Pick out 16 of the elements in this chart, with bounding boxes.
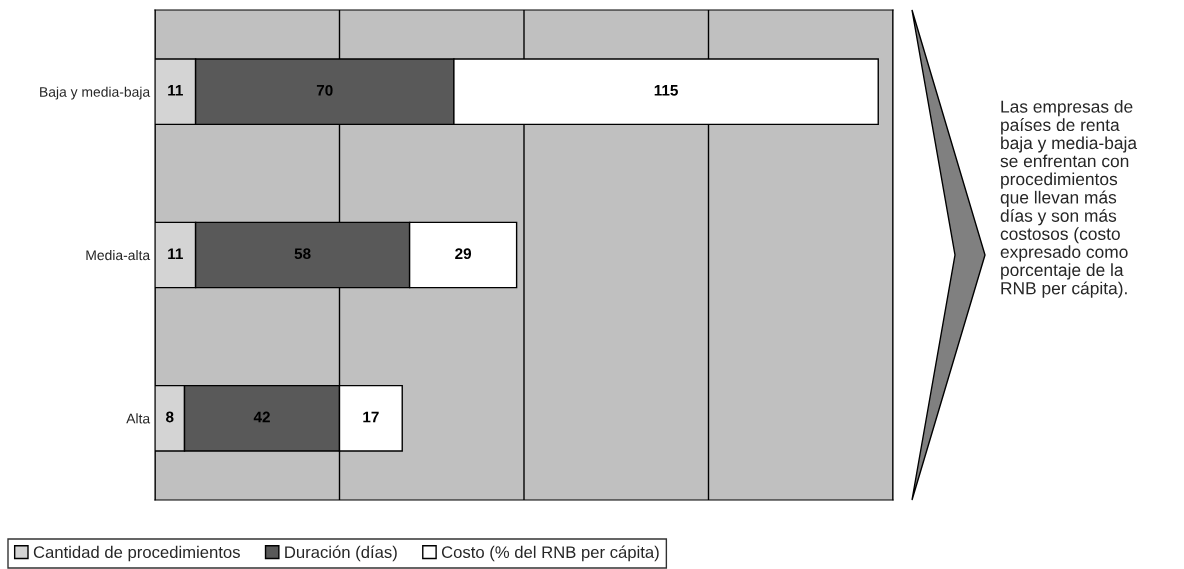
legend-label: Costo (% del RNB per cápita) bbox=[441, 545, 659, 562]
data-label: 58 bbox=[294, 248, 311, 260]
y-tick-label: Baja y media-baja bbox=[40, 86, 151, 100]
data-label: 17 bbox=[363, 411, 379, 423]
data-label: 29 bbox=[455, 248, 472, 260]
y-tick-label: Alta bbox=[126, 413, 151, 424]
data-label: 115 bbox=[654, 85, 678, 96]
data-label: 42 bbox=[253, 411, 270, 423]
legend-label: Duración (días) bbox=[285, 545, 397, 562]
data-label: 8 bbox=[166, 411, 174, 423]
text: Las empresas de países de renta baja y media-baja se enfrentan con procedimientos que llevan más días y son más costosos (costo expresado como porcentaje de la RNB per cápita). bbox=[1000, 100, 1138, 298]
data-label: 70 bbox=[316, 84, 333, 96]
data-label: 11 bbox=[168, 85, 183, 96]
y-tick-label: Media-alta bbox=[86, 249, 151, 261]
legend-label: Cantidad de procedimientos bbox=[33, 545, 240, 562]
data-label: 11 bbox=[168, 248, 183, 259]
